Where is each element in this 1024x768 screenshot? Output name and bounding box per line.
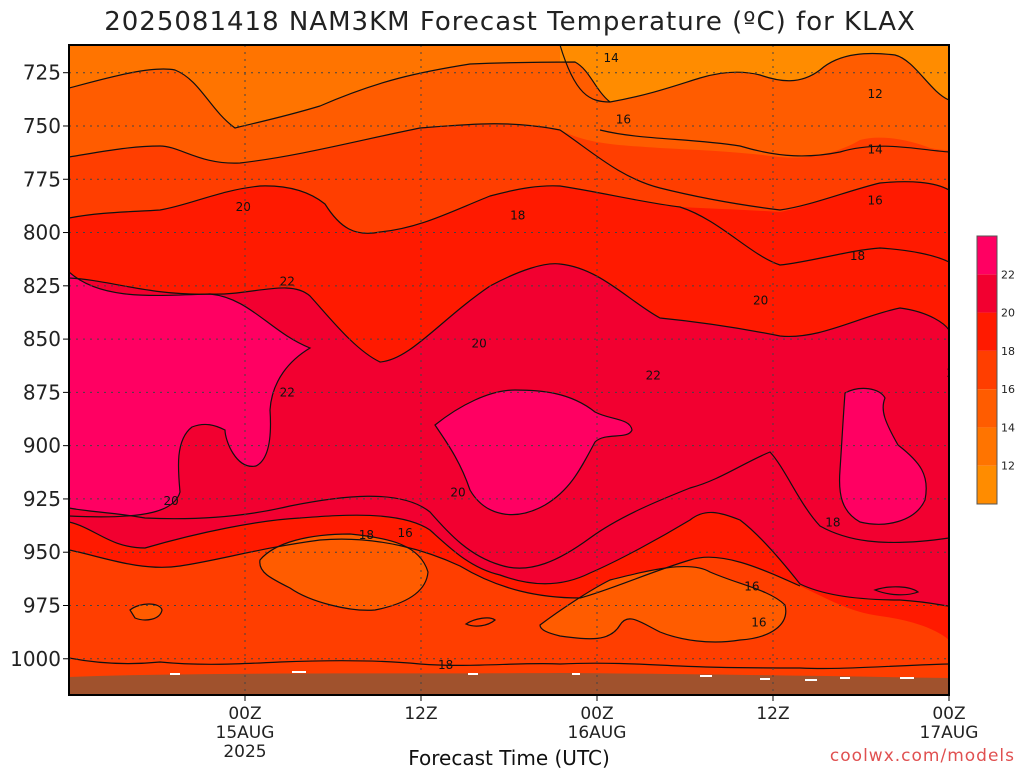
contour-16-pocket-c [129, 603, 163, 621]
colorbar-tick-label: 20 [1001, 307, 1015, 320]
x-tick-label: 15AUG [216, 723, 275, 743]
contour-label: 16 [867, 194, 882, 208]
contour-20 [69, 263, 949, 363]
y-tick-label: 950 [23, 540, 61, 564]
contour-22-west [69, 271, 312, 518]
contour-label: 18 [438, 658, 453, 672]
contour-label: 22 [646, 368, 661, 382]
y-tick-label: 825 [23, 274, 61, 298]
x-tick-label: 17AUG [920, 723, 979, 743]
y-tick-label: 750 [23, 114, 61, 138]
contour-16-pocket-a [259, 533, 429, 611]
x-tick-label: 16AUG [568, 723, 627, 743]
contour-16 [69, 123, 949, 211]
contour-16-lower [69, 538, 801, 599]
contour-22-center [434, 389, 633, 516]
contour-20-lower [69, 451, 949, 569]
contour-label: 18 [825, 515, 840, 529]
colorbar-swatch [977, 389, 997, 428]
contour-label: 18 [510, 208, 525, 222]
y-tick-label: 875 [23, 380, 61, 404]
contour-14 [69, 61, 611, 129]
y-tick-label: 925 [23, 487, 61, 511]
terrain [69, 673, 949, 695]
x-tick-label: 00Z [580, 704, 613, 724]
x-tick-label: 00Z [228, 704, 261, 724]
colorbar-tick-label: 14 [1001, 421, 1015, 434]
colorbar-tick-label: 12 [1001, 460, 1015, 473]
contour-label: 16 [398, 526, 413, 540]
colorbar-tick-label: 16 [1001, 383, 1015, 396]
band-22-24-west [69, 272, 310, 517]
plot-frame [68, 44, 950, 696]
x-axis-label: Forecast Time (UTC) [408, 746, 610, 768]
contour-label: 16 [744, 579, 759, 593]
chart-title: 2025081418 NAM3KM Forecast Temperature (… [104, 7, 916, 37]
y-tick-label: 975 [23, 593, 61, 617]
colorbar-swatch [977, 236, 997, 275]
contour-surface [69, 657, 949, 670]
contour-label: 20 [236, 200, 251, 214]
contour-16-pocket-d [464, 617, 496, 627]
contour-label: 12 [867, 87, 882, 101]
colorbar-swatch [977, 274, 997, 313]
contour-18-pocket [873, 586, 920, 596]
y-axis: 725 750 775 800 825 850 875 900 925 950 975 1000 [10, 61, 69, 671]
contour-label: 14 [867, 142, 882, 156]
y-tick-label: 1000 [10, 647, 61, 671]
contour-label: 20 [163, 494, 178, 508]
y-tick-label: 725 [23, 61, 61, 85]
contour-label: 16 [616, 113, 631, 127]
colorbar: 12 14 16 18 20 22 [976, 235, 1015, 505]
contour-label: 16 [751, 616, 766, 630]
contour-18 [69, 185, 949, 266]
y-tick-label: 775 [23, 167, 61, 191]
colorbar-tick-label: 22 [1001, 268, 1015, 281]
contour-14-east [599, 129, 949, 157]
band-22-24-east [839, 388, 927, 525]
colorbar-tick-label: 18 [1001, 345, 1015, 358]
colorbar-swatch [977, 312, 997, 351]
credit-text: coolwx.com/models [830, 746, 1015, 766]
contour-label: 20 [753, 294, 768, 308]
band-pocket-14-16-b [540, 566, 786, 643]
contour-label: 20 [450, 486, 465, 500]
x-tick-label: 2025 [223, 742, 266, 762]
contour-label: 20 [471, 336, 486, 350]
contour-label: 22 [280, 275, 295, 289]
contour-label: 14 [603, 51, 618, 65]
y-tick-label: 850 [23, 327, 61, 351]
contour-label: 18 [850, 249, 865, 263]
colorbar-frame [976, 235, 998, 505]
contour-label: 22 [947, 366, 962, 380]
band-22-24-center [435, 390, 632, 515]
colorbar-swatch [977, 465, 997, 504]
y-tick-label: 800 [23, 221, 61, 245]
colorbar-swatch [977, 427, 997, 466]
band-pocket-west-975 [130, 604, 162, 620]
x-tick-label: 00Z [932, 704, 965, 724]
x-tick-label: 12Z [756, 704, 789, 724]
contour-18-lower [69, 511, 949, 607]
terrain-edge-marks [170, 671, 914, 681]
y-tick-label: 900 [23, 434, 61, 458]
contour-lines [69, 45, 949, 670]
x-tick-label: 12Z [404, 704, 437, 724]
band-pocket-14-16-a [259, 534, 428, 611]
contour-label: 18 [359, 528, 374, 542]
contour-22-east [838, 387, 927, 525]
colorbar-swatch [977, 350, 997, 390]
contour-16-pocket-b [539, 565, 787, 643]
